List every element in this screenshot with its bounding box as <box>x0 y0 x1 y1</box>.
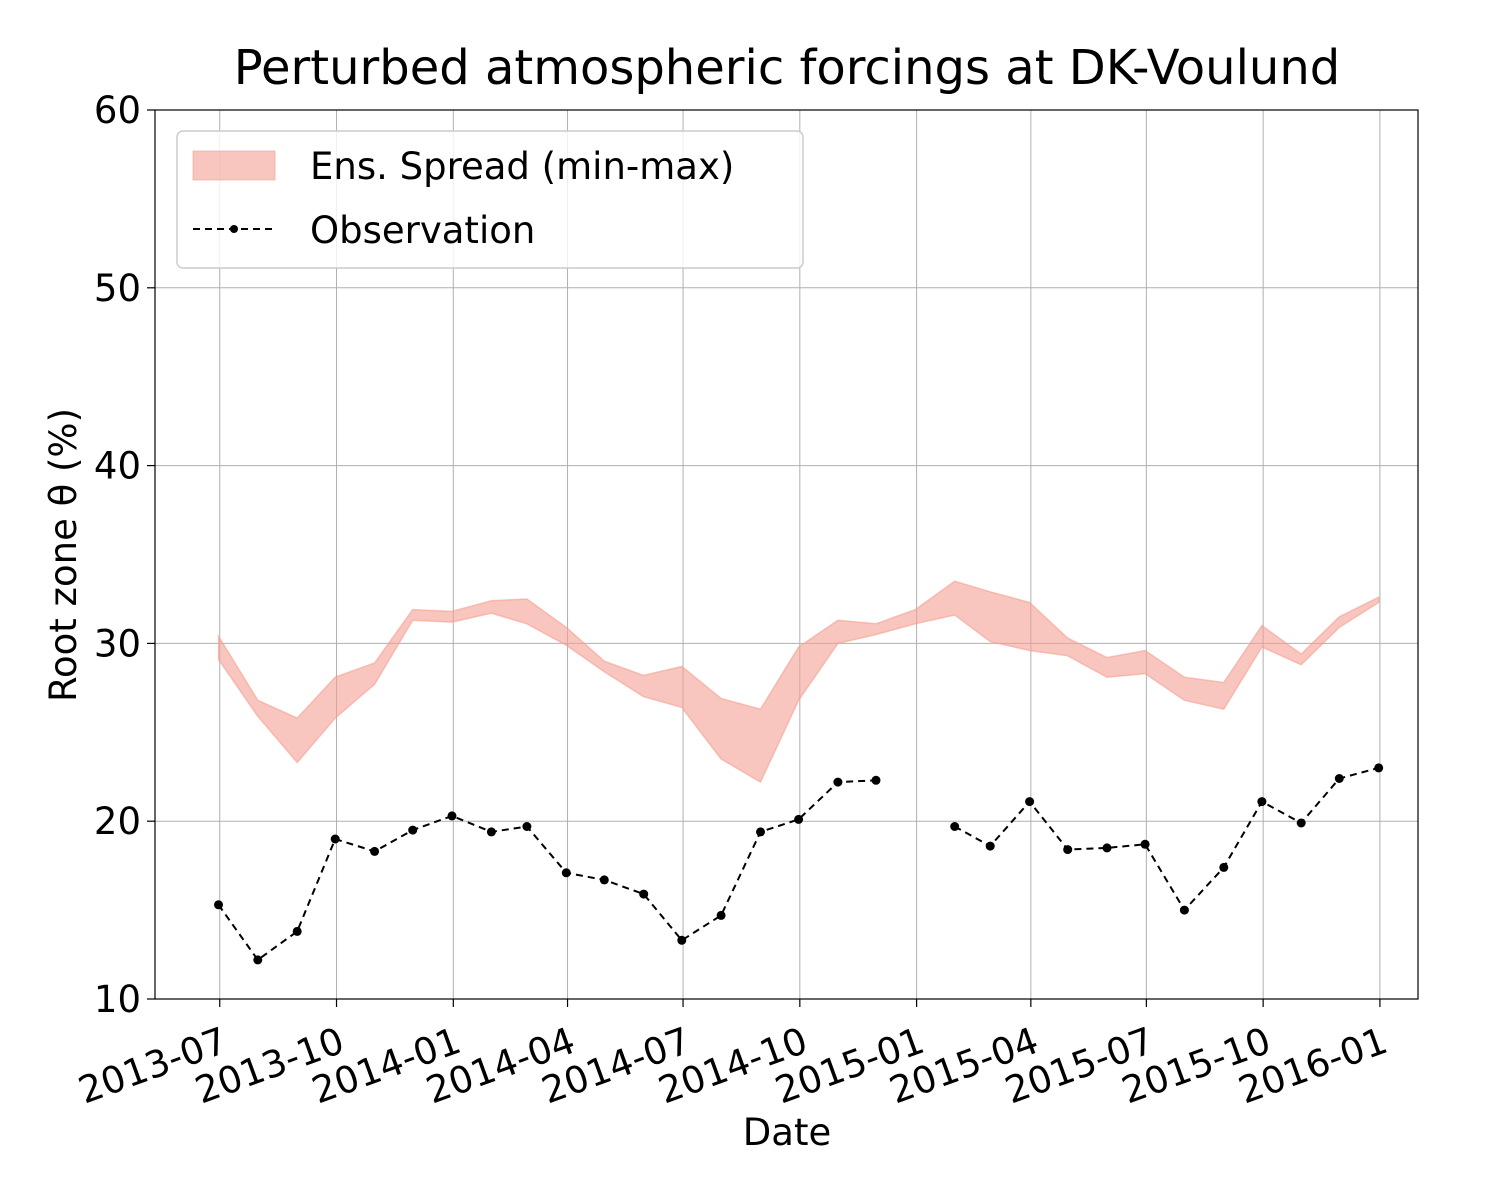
observation-point <box>1219 862 1229 872</box>
observation-point <box>1257 797 1267 807</box>
observation-point <box>370 846 380 856</box>
legend-spread-swatch <box>192 150 276 181</box>
y-tick-label: 30 <box>94 622 141 665</box>
observation-point <box>292 926 302 936</box>
observation-point <box>1140 839 1150 849</box>
legend-frame <box>176 130 804 269</box>
observation-point <box>950 822 960 831</box>
observation-point <box>214 900 223 910</box>
observation-point <box>1063 845 1073 855</box>
chart-title: Perturbed atmospheric forcings at DK-Vou… <box>234 40 1340 96</box>
y-tick-label: 20 <box>94 800 141 843</box>
observation-point <box>639 889 649 899</box>
y-tick-label: 40 <box>94 445 141 488</box>
observation-layer <box>214 763 1384 965</box>
x-axis-label: Date <box>743 1111 831 1154</box>
observation-point <box>599 875 609 885</box>
x-axis: 2013-072013-102014-012014-042014-072014-… <box>73 999 1393 1112</box>
observation-point <box>794 814 804 824</box>
observation-point <box>1334 774 1344 783</box>
spread-band <box>217 580 1380 784</box>
y-tick-label: 50 <box>94 267 141 310</box>
observation-point <box>871 775 881 785</box>
observation-point <box>1102 843 1112 853</box>
observation-point <box>486 827 496 837</box>
observation-point <box>1296 818 1306 828</box>
observation-point <box>253 955 263 965</box>
observation-line-segment <box>217 779 877 962</box>
observation-point <box>408 825 418 835</box>
legend: Ens. Spread (min-max) Observation <box>176 130 804 269</box>
observation-point <box>756 827 765 837</box>
observation-point <box>1374 763 1384 773</box>
y-tick-label: 60 <box>94 89 141 132</box>
observation-point <box>1179 905 1189 915</box>
legend-observation-label: Observation <box>310 209 535 252</box>
observation-point <box>833 777 843 787</box>
plot-area-frame <box>154 109 1419 1000</box>
observation-point <box>447 811 457 821</box>
y-axis-label: Root zone θ (%) <box>42 408 85 702</box>
spread-band-layer <box>217 580 1380 784</box>
observation-point <box>677 935 687 945</box>
observation-point <box>522 822 532 831</box>
y-tick-label: 10 <box>94 978 141 1021</box>
legend-spread-label: Ens. Spread (min-max) <box>310 145 734 188</box>
observation-point <box>985 841 995 851</box>
observation-point <box>716 910 726 920</box>
observation-line-segment <box>954 766 1379 912</box>
y-axis: 10 20 30 40 50 60 <box>94 89 155 1021</box>
observation-point <box>561 868 571 878</box>
legend-observation-marker <box>230 225 238 233</box>
observation-point <box>330 834 340 844</box>
observation-point <box>1025 797 1035 807</box>
